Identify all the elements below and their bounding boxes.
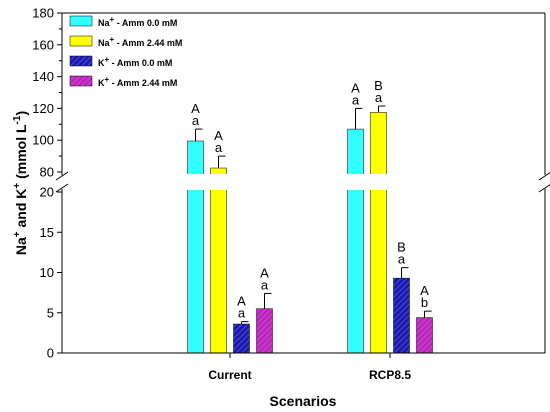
sig-label-upper: A bbox=[237, 294, 246, 309]
bar-2-current bbox=[210, 167, 227, 354]
sig-label-upper: A bbox=[214, 128, 223, 143]
y-tick-label: 15 bbox=[40, 225, 54, 240]
axes-layer: 0 5 10 15 20 80 100 120 140 160 180 Current RCP8.5 Sc… bbox=[12, 6, 550, 409]
sig-label-lower: a bbox=[261, 277, 269, 292]
bar-3-rcp8.5 bbox=[393, 277, 410, 354]
sig-label-lower: a bbox=[192, 113, 200, 128]
x-axis-title: Scenarios bbox=[270, 393, 337, 409]
sig-label-lower: a bbox=[375, 90, 383, 105]
sig-label-upper: A bbox=[420, 283, 429, 298]
sig-label-lower: a bbox=[352, 92, 360, 107]
axis-break-band bbox=[63, 174, 544, 190]
y-axis-title: Na+ and K+ (mmol L-1) bbox=[12, 111, 29, 255]
bar-1-rcp8.5 bbox=[347, 128, 364, 354]
sig-label-lower: a bbox=[238, 306, 246, 321]
bar-4-current bbox=[256, 308, 273, 354]
legend-swatch bbox=[69, 55, 93, 67]
sig-label-lower: a bbox=[398, 252, 406, 267]
y-tick-label: 5 bbox=[47, 305, 54, 320]
legend-label: Na+ - Amm 0.0 mM bbox=[98, 15, 177, 28]
legend-swatch bbox=[69, 15, 93, 27]
bar-2-rcp8.5 bbox=[370, 112, 387, 354]
y-tick-label: 160 bbox=[32, 37, 54, 52]
bar-3-current bbox=[233, 323, 250, 354]
sig-label-lower: b bbox=[421, 295, 428, 310]
y-tick-label: 10 bbox=[40, 265, 54, 280]
sig-label-upper: B bbox=[397, 240, 406, 255]
legend: Na+ - Amm 0.0 mM Na+ - Amm 2.44 mM K+ - Am… bbox=[69, 15, 182, 88]
y-tick-label: 140 bbox=[32, 69, 54, 84]
axis-break-mark bbox=[538, 172, 550, 181]
sig-label-upper: A bbox=[260, 265, 269, 280]
legend-label: K+ - Amm 0.0 mM bbox=[98, 55, 172, 68]
sig-label-upper: A bbox=[351, 80, 360, 95]
y-tick-label: 120 bbox=[32, 101, 54, 116]
legend-label: K+ - Amm 2.44 mM bbox=[98, 75, 177, 88]
x-tick-label: Current bbox=[208, 368, 251, 382]
bar-1-current bbox=[187, 140, 204, 354]
y-tick-label: 20 bbox=[40, 185, 54, 200]
legend-swatch bbox=[69, 35, 93, 47]
y-tick-label: 0 bbox=[47, 346, 54, 361]
legend-label: Na+ - Amm 2.44 mM bbox=[98, 35, 182, 48]
sig-label-upper: B bbox=[374, 78, 383, 93]
y-tick-label: 180 bbox=[32, 6, 54, 21]
y-tick-label: 80 bbox=[40, 165, 54, 180]
sig-label-lower: a bbox=[215, 140, 223, 155]
axis-break-mark bbox=[55, 183, 69, 193]
x-tick-label: RCP8.5 bbox=[369, 368, 411, 382]
legend-swatch bbox=[69, 75, 93, 87]
sig-label-upper: A bbox=[191, 101, 200, 116]
bar-4-rcp8.5 bbox=[416, 317, 433, 354]
y-tick-label: 100 bbox=[32, 133, 54, 148]
axis-break-mark bbox=[538, 184, 550, 193]
axis-break-mark bbox=[55, 171, 69, 181]
